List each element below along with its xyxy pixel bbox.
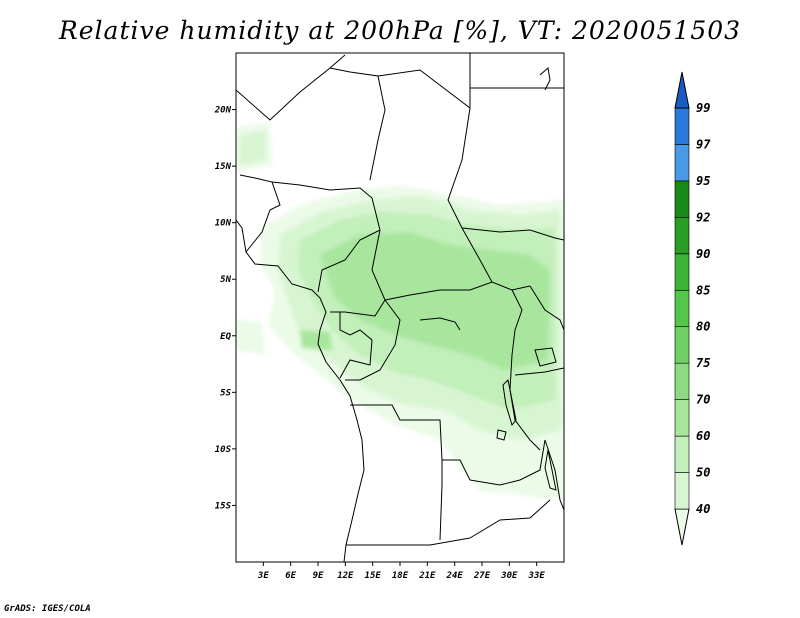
border-congo-drc [345,299,401,381]
lon-tick-label: 21E [418,571,436,581]
colorbar-label: 50 [696,466,710,480]
border-niger [329,67,386,181]
lat-tick-label: 15S [215,501,232,511]
border-libya-chad [377,53,471,110]
lake-tanganyika [502,378,517,427]
lat-tick-label: EQ [220,332,231,342]
border-zambia-east [469,439,546,486]
border-chad-sudan [447,107,493,283]
grads-credit: GrADS: IGES/COLA [4,604,91,614]
lake-victoria [534,347,557,367]
lat-tick-label: 5N [220,275,231,285]
colorbar-high-arrow [674,71,690,109]
colorbar-label: 80 [696,320,710,334]
lake-mweru [496,429,507,441]
lon-tick-label: 18E [392,571,409,581]
colorbar-bin [674,289,690,328]
colorbar-label: 40 [696,502,710,516]
lon-tick-label: 24E [446,571,464,581]
map-title: Relative humidity at 200hPa [%], VT: 202… [58,16,742,45]
border-angola-drc [350,404,471,481]
border-car [371,229,531,301]
lat-tick-label: 10N [215,219,232,229]
humidity-shading [236,122,564,500]
colorbar-label: 90 [696,247,710,261]
border-cameroon-congo [330,299,386,317]
border-mali-algeria [236,54,346,121]
country-boundaries [236,53,564,562]
colorbar-label: 85 [696,283,710,297]
border-west-small [239,174,281,253]
colorbar-bin [674,107,690,145]
border-namibia [346,537,471,546]
colorbar-label: 70 [696,393,710,407]
lon-tick-label: 6E [285,571,296,581]
lon-tick-label: 15E [365,571,382,581]
border-angola-zambia [439,460,443,541]
colorbar-bin [674,399,690,437]
border-mozambique [544,439,564,511]
border-south-sudan [461,227,564,241]
humidity-band-70 [300,232,550,370]
colorbar-bin [674,362,690,400]
colorbar-label: 60 [696,429,710,443]
border-nigeria-cameroon [317,229,381,293]
river-congo [419,317,461,331]
colorbar-label: 95 [696,174,710,188]
border-nigeria-niger [271,181,381,231]
colorbar-bin [674,435,690,473]
lat-tick-label: 10S [215,445,232,455]
lon-tick-label: 3E [257,571,269,581]
colorbar-low-arrow [674,508,690,546]
border-zimbabwe [469,499,551,539]
lat-tick-label: 15N [215,162,232,172]
lon-ticks: 3E 6E 9E 12E 15E 18E 21E 24E 27E 30E 33E [257,562,545,581]
border-east-africa [529,285,564,331]
colorbar-bin [674,253,690,291]
lon-tick-label: 33E [528,571,546,581]
colorbar-label: 99 [696,101,710,115]
colorbar-bin [674,326,690,364]
colorbar-bin [674,180,690,218]
coastline-west-africa [236,219,365,562]
lat-tick-label: 20N [214,106,232,116]
lon-tick-label: 12E [337,571,354,581]
lat-ticks: 20N 15N 10N 5N EQ 5S 10S 15S [214,106,236,511]
lake-malawi [544,449,557,491]
red-sea-coast [539,67,551,91]
border-gabon [339,312,373,379]
colorbar-label: 97 [696,137,711,151]
lon-tick-label: 27E [473,571,491,581]
lat-tick-label: 5S [220,388,231,398]
colorbar: 40 50 60 70 75 80 85 90 92 95 97 99 [674,71,711,546]
colorbar-bin [674,144,690,182]
colorbar-label: 75 [696,356,710,370]
colorbar-label: 92 [696,210,710,224]
colorbar-bin [674,472,690,510]
lon-tick-label: 30E [500,571,518,581]
lon-tick-label: 9E [313,571,324,581]
border-drc-east [509,289,541,451]
border-tanzania [514,367,564,376]
colorbar-bin [674,217,690,255]
